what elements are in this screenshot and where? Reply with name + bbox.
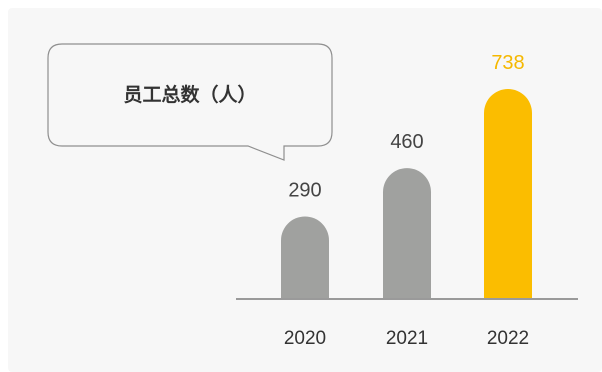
bar-2022 [484, 89, 532, 299]
title-callout: 员工总数（人） [47, 43, 333, 161]
callout-bubble-shape [47, 43, 333, 161]
x-tick-label-2020: 2020 [284, 328, 326, 349]
value-label-2021: 460 [390, 131, 423, 153]
value-labels-group: 290 460 738 [288, 52, 524, 201]
bars-group [281, 89, 532, 299]
value-label-2022: 738 [491, 52, 524, 74]
bar-2021 [383, 168, 431, 299]
x-tick-label-2021: 2021 [386, 328, 428, 349]
x-tick-labels-group: 2020 2021 2022 [284, 328, 529, 349]
value-label-2020: 290 [288, 179, 321, 201]
x-tick-label-2022: 2022 [487, 328, 529, 349]
bar-2020 [281, 216, 329, 299]
chart-title: 员工总数（人） [123, 83, 256, 106]
